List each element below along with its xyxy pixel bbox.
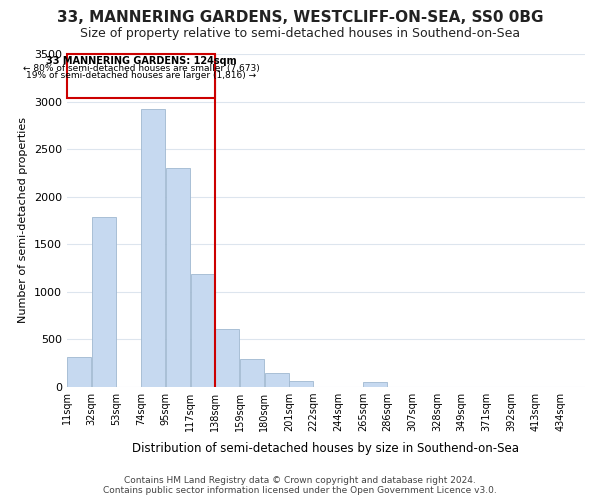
Bar: [67, 357, 91, 386]
Text: 19% of semi-detached houses are larger (1,816) →: 19% of semi-detached houses are larger (…: [26, 70, 256, 80]
Bar: [215, 328, 239, 386]
Text: 33 MANNERING GARDENS: 124sqm: 33 MANNERING GARDENS: 124sqm: [46, 56, 236, 66]
Bar: [67, 54, 215, 98]
Text: ← 80% of semi-detached houses are smaller (7,673): ← 80% of semi-detached houses are smalle…: [23, 64, 259, 73]
Bar: [240, 359, 264, 386]
Bar: [265, 373, 289, 386]
Bar: [289, 381, 313, 386]
Bar: [191, 274, 215, 386]
Bar: [363, 382, 388, 386]
Text: 33, MANNERING GARDENS, WESTCLIFF-ON-SEA, SS0 0BG: 33, MANNERING GARDENS, WESTCLIFF-ON-SEA,…: [57, 10, 543, 25]
X-axis label: Distribution of semi-detached houses by size in Southend-on-Sea: Distribution of semi-detached houses by …: [133, 442, 520, 455]
Y-axis label: Number of semi-detached properties: Number of semi-detached properties: [19, 118, 28, 324]
Bar: [141, 109, 166, 386]
Bar: [92, 218, 116, 386]
Text: Contains HM Land Registry data © Crown copyright and database right 2024.
Contai: Contains HM Land Registry data © Crown c…: [103, 476, 497, 495]
Text: Size of property relative to semi-detached houses in Southend-on-Sea: Size of property relative to semi-detach…: [80, 28, 520, 40]
Bar: [166, 168, 190, 386]
